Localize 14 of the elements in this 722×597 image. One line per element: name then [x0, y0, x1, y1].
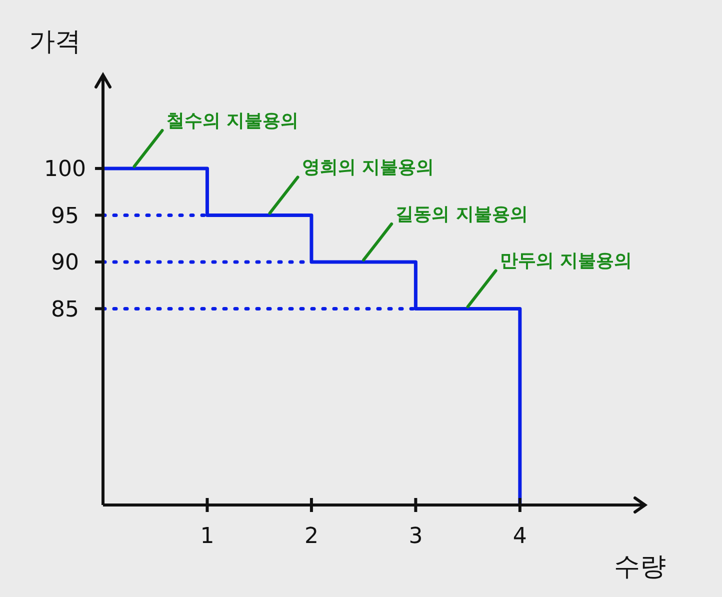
x-tick-label: 2 [304, 524, 318, 549]
annotation: 만두의 지불용의 [500, 250, 632, 272]
x-axis-title: 수량 [614, 552, 666, 582]
x-tick-label: 3 [408, 524, 423, 549]
y-tick-label: 85 [51, 297, 79, 322]
y-tick-label: 100 [44, 157, 86, 182]
annotation: 영희의 지불용의 [302, 157, 434, 178]
x-tick-label: 1 [200, 524, 214, 549]
y-tick-label: 95 [51, 204, 79, 229]
annotation: 길동의 지불용의 [396, 204, 528, 225]
x-tick-label: 4 [512, 524, 527, 549]
annotation: 철수의 지불용의 [166, 110, 299, 132]
y-axis-title: 가격 [29, 27, 81, 57]
y-tick-label: 90 [51, 250, 79, 276]
